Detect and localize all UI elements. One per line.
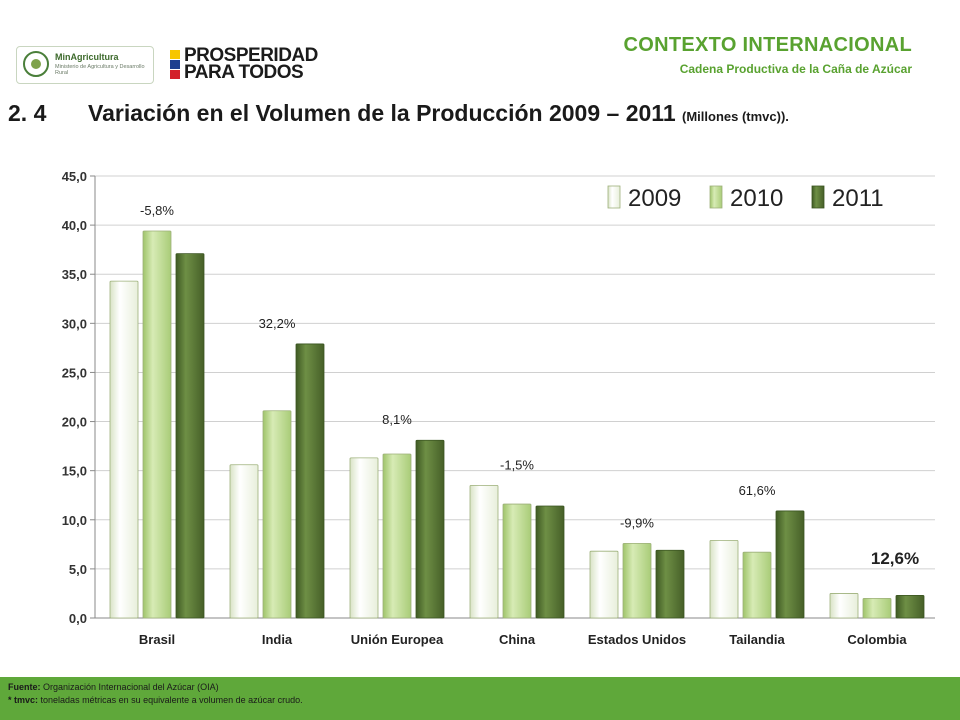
y-tick-label: 45,0: [62, 169, 87, 184]
bar-2010: [622, 542, 652, 619]
category-label: Estados Unidos: [588, 632, 686, 647]
bar-2010: [382, 453, 412, 619]
bar-2010: [742, 551, 772, 619]
prosperidad-line1: PROSPERIDAD: [184, 45, 318, 66]
bar-2009: [349, 457, 379, 619]
y-tick-label: 30,0: [62, 316, 87, 331]
y-tick-label: 25,0: [62, 365, 87, 380]
bar-2010: [502, 503, 532, 619]
y-tick-label: 15,0: [62, 464, 87, 479]
header-title: CONTEXTO INTERNACIONAL: [623, 34, 912, 56]
category-label: India: [262, 632, 293, 647]
source-label: Fuente:: [8, 682, 41, 692]
category-label: Tailandia: [729, 632, 785, 647]
bar-2009: [469, 484, 499, 619]
slide-title-text: Variación en el Volumen de la Producción…: [88, 100, 676, 126]
y-tick-label: 40,0: [62, 218, 87, 233]
bar-2011: [415, 439, 445, 619]
bar-2011: [655, 549, 685, 619]
unit-note: * tmvc: toneladas métricas en su equival…: [8, 695, 303, 705]
change-annotation: 12,6%: [871, 549, 919, 568]
y-tick-label: 5,0: [69, 562, 87, 577]
y-tick-label: 35,0: [62, 267, 87, 282]
bar-2010: [262, 410, 292, 619]
change-annotation: 32,2%: [259, 316, 296, 331]
legend-swatch-2010: [709, 185, 723, 209]
flag-bars-icon: [170, 50, 180, 79]
bar-2011: [775, 510, 805, 619]
category-label: Unión Europea: [351, 632, 444, 647]
production-bar-chart: 0,0 5,0 10,0 15,0 20,0 25,0 30,0 35,0 40,0 45,0 Br…: [62, 169, 935, 647]
bar-2011: [895, 595, 925, 619]
bar-2009: [589, 550, 619, 619]
legend-swatch-2009: [607, 185, 621, 209]
ministry-logo-sub: Ministerio de Agricultura y Desarrollo R…: [55, 64, 145, 76]
note-label: * tmvc:: [8, 695, 39, 705]
change-annotation: 8,1%: [382, 412, 412, 427]
y-tick-label: 0,0: [69, 611, 87, 626]
legend-swatch-2011: [811, 185, 825, 209]
bar-2010: [142, 230, 172, 619]
slide-unit: (Millones (tmvc)).: [682, 109, 789, 124]
prosperidad-line2: PARA TODOS: [184, 62, 304, 83]
bar-2009: [109, 280, 139, 619]
legend-label-2011: 2011: [832, 185, 884, 212]
ministry-logo: MinAgricultura Ministerio de Agricultura…: [16, 46, 154, 84]
slide-title: 2. 4 Variación en el Volumen de la Produc…: [8, 100, 789, 127]
ministry-logo-name: MinAgricultura: [55, 52, 119, 62]
change-annotation: -5,8%: [140, 203, 174, 218]
bar-2011: [535, 505, 565, 619]
legend-label-2009: 2009: [628, 185, 681, 212]
bar-2009: [229, 464, 259, 619]
coat-of-arms-icon: [23, 51, 49, 77]
y-tick-label: 20,0: [62, 415, 87, 430]
source-text: Organización Internacional del Azúcar (O…: [43, 682, 219, 692]
category-label: China: [499, 632, 536, 647]
prosperidad-logo: PROSPERIDAD PARA TODOS: [170, 46, 330, 82]
header-subtitle: Cadena Productiva de la Caña de Azúcar: [679, 62, 912, 76]
bar-2011: [175, 253, 205, 619]
bar-2011: [295, 343, 325, 619]
note-text: toneladas métricas en su equivalente a v…: [40, 695, 303, 705]
change-annotation: -9,9%: [620, 515, 654, 530]
change-annotation: 61,6%: [739, 483, 776, 498]
footer-bar: [0, 677, 960, 720]
category-label: Brasil: [139, 632, 175, 647]
category-label: Colombia: [847, 632, 907, 647]
bar-2010: [862, 597, 892, 619]
source-note: Fuente: Organización Internacional del A…: [8, 682, 219, 692]
bar-2009: [829, 593, 859, 619]
slide-number: 2. 4: [8, 100, 47, 126]
legend-label-2010: 2010: [730, 185, 783, 212]
change-annotation: -1,5%: [500, 457, 534, 472]
bar-2009: [709, 540, 739, 619]
y-tick-label: 10,0: [62, 513, 87, 528]
